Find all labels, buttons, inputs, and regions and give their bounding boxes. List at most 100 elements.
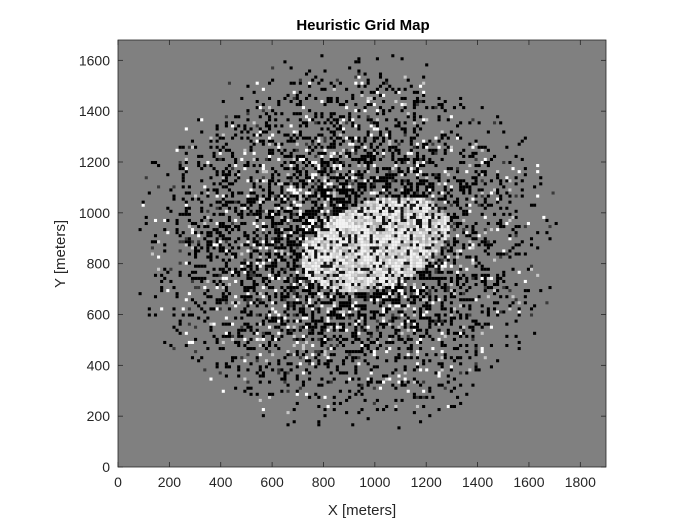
- grid-cell: [382, 282, 386, 287]
- grid-cell: [422, 252, 426, 256]
- grid-cell: [298, 154, 302, 158]
- grid-cell: [332, 298, 336, 302]
- grid-cell: [434, 209, 438, 213]
- grid-cell: [261, 414, 265, 418]
- grid-cell: [378, 191, 383, 195]
- grid-cell: [261, 197, 265, 201]
- grid-cell: [385, 225, 389, 229]
- grid-cell: [412, 380, 416, 384]
- grid-cell: [351, 267, 355, 271]
- grid-cell: [345, 182, 349, 186]
- grid-cell: [227, 331, 232, 335]
- grid-cell: [422, 231, 426, 235]
- grid-cell: [283, 197, 287, 201]
- grid-cell: [338, 197, 342, 201]
- grid-cell: [385, 237, 389, 241]
- grid-cell: [264, 267, 268, 271]
- grid-cell: [502, 225, 506, 229]
- grid-cell: [264, 112, 268, 116]
- grid-cell: [206, 270, 210, 274]
- grid-cell: [237, 301, 241, 305]
- grid-cell: [403, 194, 407, 198]
- grid-cell: [301, 200, 305, 204]
- grid-cell: [372, 215, 376, 219]
- grid-cell: [409, 292, 413, 296]
- grid-cell: [489, 203, 493, 207]
- grid-cell: [246, 164, 250, 168]
- grid-cell: [157, 164, 161, 168]
- grid-cell: [249, 328, 253, 332]
- grid-cell: [369, 176, 373, 180]
- grid-cell: [335, 282, 339, 287]
- grid-cell: [320, 331, 324, 335]
- grid-cell: [354, 331, 358, 335]
- grid-cell: [255, 331, 259, 335]
- grid-cell: [255, 356, 259, 360]
- grid-cell: [449, 246, 453, 250]
- grid-cell: [264, 225, 268, 229]
- grid-cell: [452, 106, 456, 110]
- grid-cell: [147, 307, 151, 311]
- grid-cell: [255, 337, 259, 341]
- grid-cell: [261, 343, 265, 348]
- grid-cell: [332, 301, 336, 305]
- grid-cell: [314, 255, 318, 259]
- grid-cell: [249, 246, 253, 250]
- grid-cell: [375, 109, 379, 113]
- grid-cell: [372, 154, 376, 158]
- grid-cell: [258, 179, 262, 183]
- grid-cell: [341, 185, 346, 189]
- grid-cell: [227, 282, 232, 287]
- grid-cell: [369, 209, 373, 213]
- grid-cell: [194, 145, 198, 149]
- grid-cell: [366, 78, 370, 82]
- grid-cell: [268, 212, 272, 216]
- grid-cell: [363, 157, 367, 161]
- grid-cell: [289, 136, 293, 140]
- grid-cell: [332, 276, 336, 280]
- grid-cell: [295, 350, 299, 354]
- grid-cell: [394, 386, 398, 390]
- grid-cell: [369, 124, 373, 128]
- grid-cell: [323, 292, 327, 296]
- grid-cell: [271, 78, 275, 82]
- grid-cell: [240, 261, 244, 265]
- grid-cell: [391, 286, 395, 290]
- grid-cell: [304, 313, 309, 317]
- grid-cell: [348, 264, 352, 268]
- grid-cell: [437, 234, 441, 238]
- grid-cell: [351, 261, 355, 265]
- grid-cell: [437, 319, 441, 323]
- grid-cell: [412, 145, 416, 149]
- grid-cell: [385, 81, 389, 85]
- grid-cell: [354, 203, 358, 207]
- grid-cell: [382, 188, 386, 192]
- grid-cell: [246, 340, 250, 344]
- grid-cell: [317, 151, 321, 155]
- grid-cell: [480, 145, 484, 149]
- grid-cell: [308, 215, 312, 219]
- grid-cell: [520, 240, 524, 244]
- grid-cell: [369, 252, 373, 256]
- grid-cell: [514, 319, 518, 323]
- grid-cell: [206, 231, 210, 235]
- grid-cell: [351, 279, 355, 283]
- grid-cell: [323, 164, 327, 168]
- grid-cell: [338, 264, 342, 268]
- grid-cell: [397, 304, 401, 308]
- grid-cell: [437, 270, 441, 274]
- grid-cell: [486, 322, 490, 326]
- grid-cell: [221, 340, 225, 344]
- grid-cell: [394, 179, 398, 183]
- grid-cell: [523, 279, 527, 283]
- grid-cell: [292, 182, 296, 186]
- grid-cell: [459, 362, 463, 366]
- grid-cell: [409, 286, 413, 290]
- grid-cell: [194, 255, 198, 259]
- grid-cell: [320, 157, 324, 161]
- grid-cell: [499, 194, 503, 198]
- grid-cell: [184, 151, 188, 155]
- grid-cell: [329, 188, 333, 192]
- grid-cell: [351, 121, 355, 125]
- grid-cell: [440, 130, 444, 134]
